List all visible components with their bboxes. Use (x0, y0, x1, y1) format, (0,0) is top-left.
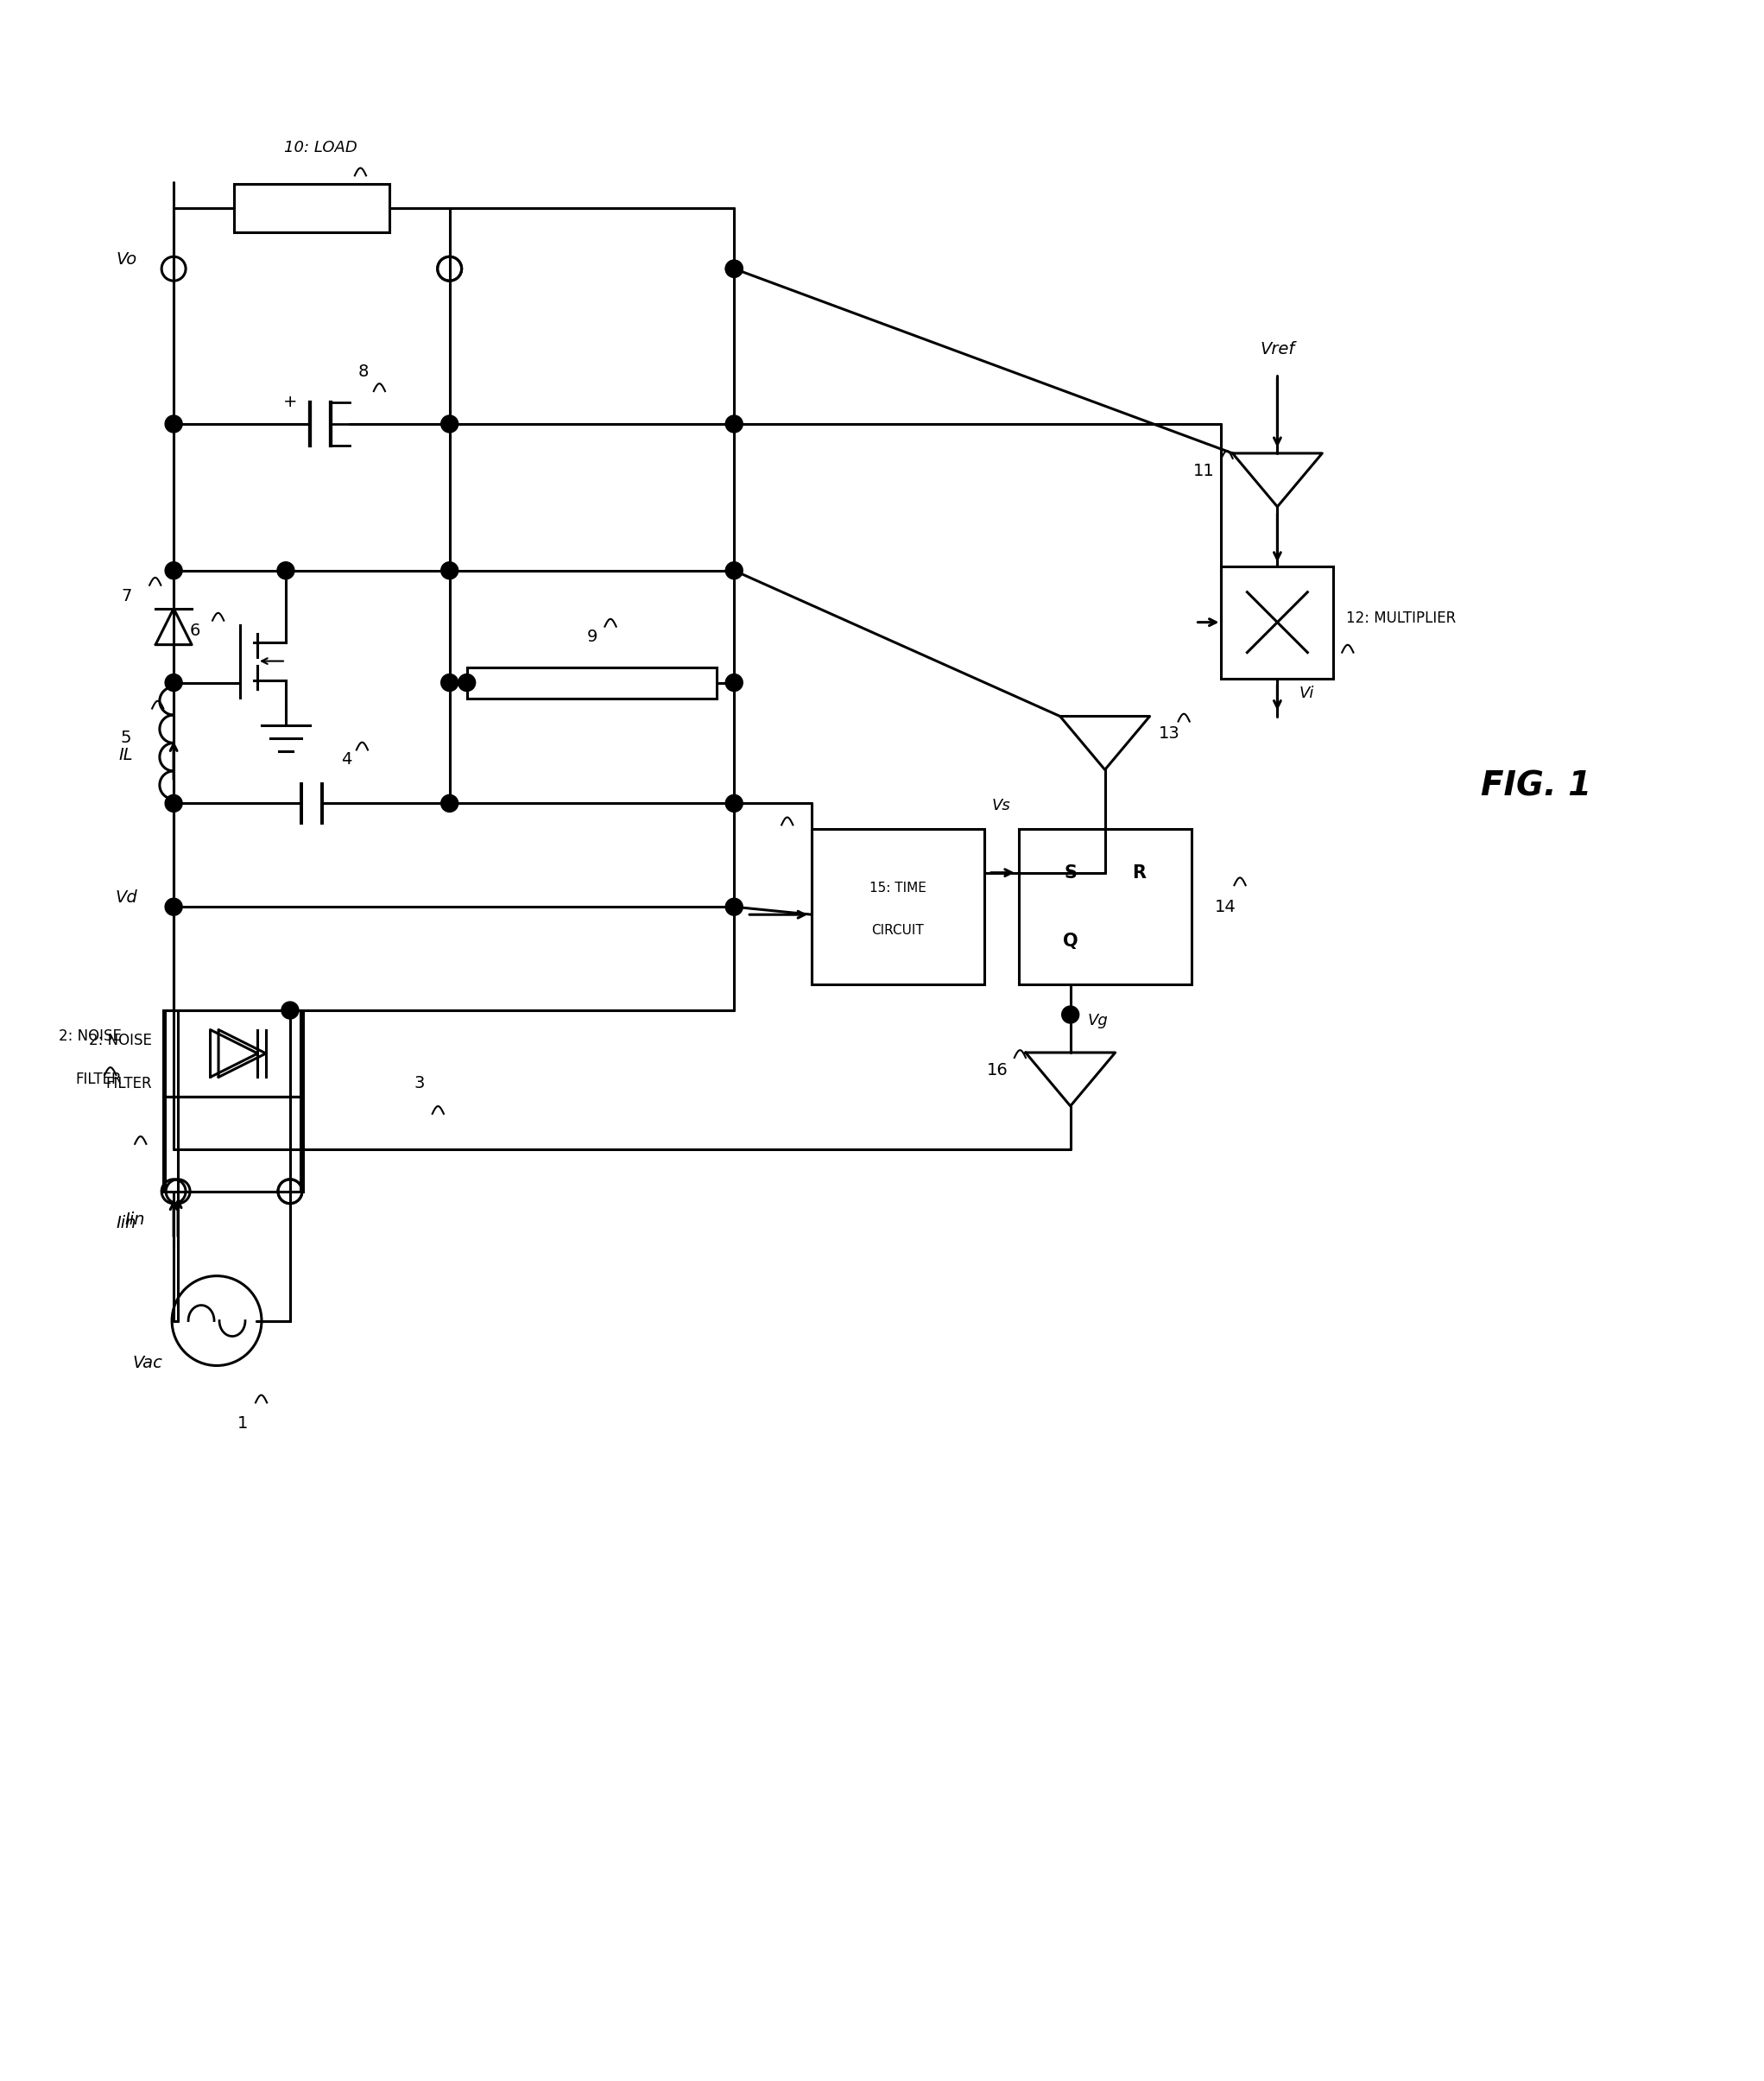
Text: 2: NOISE: 2: NOISE (58, 1028, 122, 1045)
Text: FILTER: FILTER (76, 1072, 122, 1086)
Circle shape (441, 562, 459, 579)
Bar (166, 1009, 303, 1097)
Circle shape (166, 562, 182, 579)
Text: Iin: Iin (116, 1215, 136, 1232)
Text: 1: 1 (238, 1415, 249, 1432)
Text: 9: 9 (586, 628, 598, 645)
Circle shape (725, 260, 743, 277)
Text: Vo: Vo (116, 252, 136, 268)
Text: S: S (1064, 864, 1076, 882)
Text: 14: 14 (1215, 899, 1237, 916)
Text: 13: 13 (1159, 726, 1180, 743)
Bar (467, 668, 716, 697)
Text: Vi: Vi (1298, 685, 1314, 701)
Text: 3: 3 (415, 1076, 425, 1090)
Text: 2: NOISE: 2: NOISE (90, 1032, 152, 1049)
Text: Vref: Vref (1259, 341, 1295, 358)
Text: 11: 11 (1194, 462, 1215, 479)
Text: 16: 16 (986, 1061, 1007, 1078)
Circle shape (282, 1001, 298, 1020)
Text: R: R (1132, 864, 1147, 882)
Text: 15: TIME: 15: TIME (870, 882, 926, 895)
Bar (164, 1009, 300, 1097)
Text: Vac: Vac (132, 1355, 162, 1371)
Circle shape (441, 416, 459, 433)
Text: 8: 8 (358, 364, 369, 381)
Text: FIG. 1: FIG. 1 (1480, 770, 1591, 803)
Text: Q: Q (1062, 932, 1078, 949)
Text: Iin: Iin (125, 1211, 145, 1228)
Circle shape (725, 562, 743, 579)
Bar (164, 1097, 300, 1192)
Circle shape (725, 674, 743, 691)
Text: Vg: Vg (1088, 1013, 1108, 1028)
Text: 4: 4 (340, 751, 351, 768)
Circle shape (459, 674, 476, 691)
Circle shape (725, 899, 743, 916)
Text: IL: IL (118, 747, 134, 764)
Text: FILTER: FILTER (106, 1076, 152, 1090)
Bar (811, 828, 984, 984)
Bar (1221, 566, 1334, 678)
Text: 10: LOAD: 10: LOAD (284, 139, 356, 156)
Text: 5: 5 (120, 730, 132, 747)
Text: +: + (282, 393, 296, 410)
Text: CIRCUIT: CIRCUIT (871, 924, 924, 936)
Circle shape (166, 416, 182, 433)
Circle shape (166, 674, 182, 691)
Circle shape (725, 795, 743, 812)
Text: Vd: Vd (115, 889, 138, 905)
Circle shape (441, 795, 459, 812)
Circle shape (441, 674, 459, 691)
Bar (1018, 828, 1191, 984)
Bar (235, 185, 390, 233)
Text: 6: 6 (191, 622, 201, 639)
Bar (166, 1097, 303, 1192)
Circle shape (166, 899, 182, 916)
Circle shape (725, 260, 743, 277)
Text: 12: MULTIPLIER: 12: MULTIPLIER (1346, 610, 1457, 626)
Circle shape (725, 416, 743, 433)
Circle shape (277, 562, 295, 579)
Circle shape (1062, 1005, 1080, 1024)
Text: 7: 7 (122, 587, 132, 603)
Circle shape (166, 795, 182, 812)
Text: Vs: Vs (991, 799, 1011, 814)
